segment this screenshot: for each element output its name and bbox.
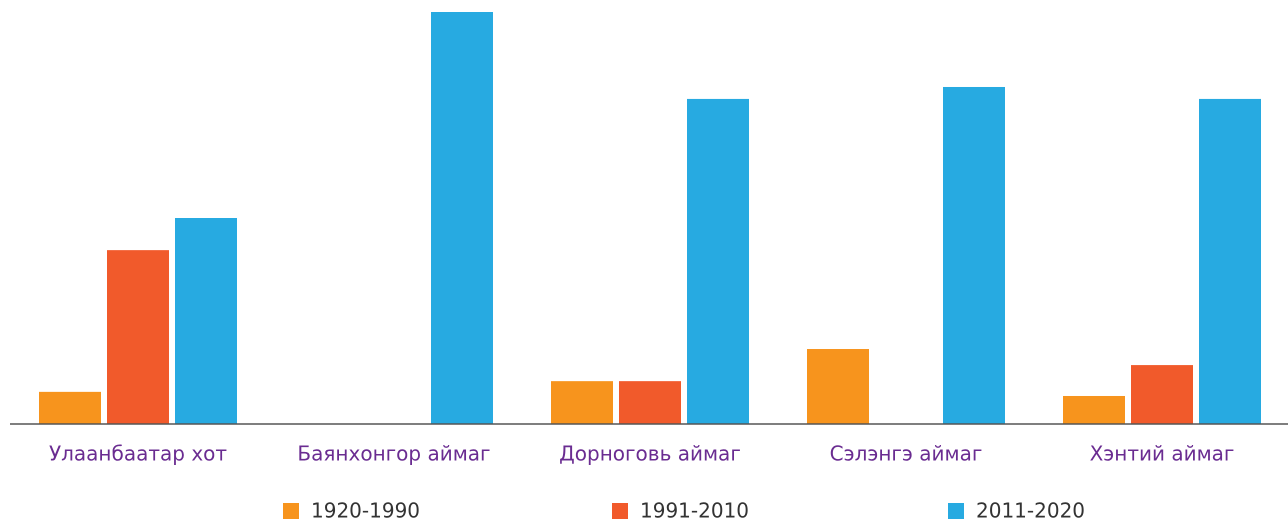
bar [107,250,169,424]
x-tick-label: Баянхонгор аймаг [297,442,490,466]
x-tick-label: Улаанбаатар хот [49,442,227,466]
bar [1063,395,1125,424]
bar [1131,365,1193,424]
x-tick-label: Сэлэнгэ аймаг [830,442,983,466]
bar [687,98,749,424]
legend-swatch [948,503,964,519]
bar [807,349,869,424]
x-tick-label: Дорноговь аймаг [559,442,741,466]
x-tick-label: Хэнтий аймаг [1090,442,1235,466]
legend-label: 1991-2010 [640,499,749,523]
bar [175,218,237,424]
bar [943,86,1005,424]
bar [1199,98,1261,424]
legend-label: 1920-1990 [311,499,420,523]
bar [619,381,681,424]
bar [551,381,613,424]
legend-label: 2011-2020 [976,499,1085,523]
bar [39,391,101,424]
legend-swatch [612,503,628,519]
legend-swatch [283,503,299,519]
bar [431,12,493,424]
